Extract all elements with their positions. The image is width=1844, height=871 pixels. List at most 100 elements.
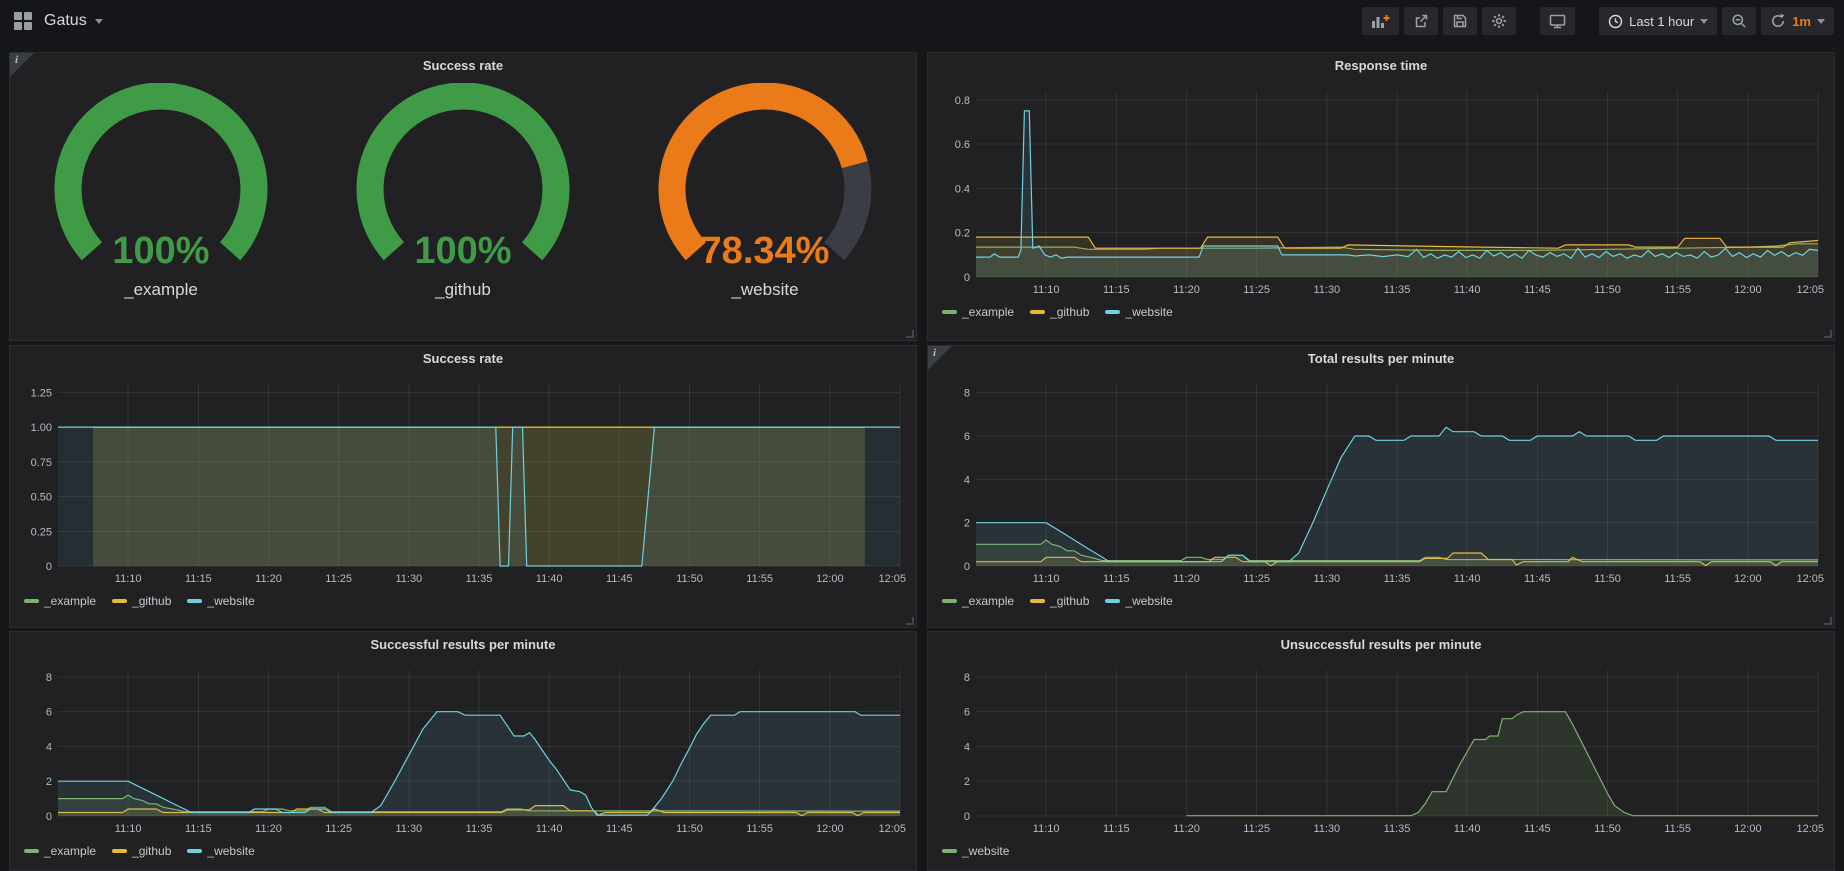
time-range-picker[interactable]: Last 1 hour — [1599, 7, 1717, 35]
legend-label: _example — [962, 594, 1014, 608]
chart-canvas[interactable]: 00.250.500.751.001.2511:1011:1511:2011:2… — [18, 372, 908, 590]
legend-item-_example[interactable]: _example — [24, 594, 96, 608]
panel-title[interactable]: Success rate — [10, 53, 916, 79]
panel-title[interactable]: Success rate — [10, 346, 916, 372]
save-icon — [1452, 13, 1468, 29]
resize-handle[interactable] — [1824, 617, 1832, 625]
gauge-label: _website — [619, 280, 911, 300]
x-tick-label: 11:20 — [1173, 573, 1200, 585]
x-tick-label: 11:30 — [395, 823, 422, 835]
legend-item-_website[interactable]: _website — [942, 844, 1009, 858]
x-tick-label: 11:45 — [1524, 284, 1551, 296]
legend-item-_example[interactable]: _example — [942, 305, 1014, 319]
legend-label: _website — [1125, 305, 1172, 319]
panel-title[interactable]: Total results per minute — [928, 346, 1834, 372]
legend-label: _example — [44, 844, 96, 858]
refresh-icon — [1770, 13, 1786, 29]
legend-label: _website — [1125, 594, 1172, 608]
gauge-value: 100% — [414, 230, 511, 272]
share-dashboard-button[interactable] — [1404, 7, 1438, 35]
gauge-row: 100%_example100%_github78.34%_website — [10, 79, 916, 300]
chevron-down-icon — [1817, 19, 1825, 24]
panel-title[interactable]: Response time — [928, 53, 1834, 79]
chart-area[interactable]: 00.20.40.60.811:1011:1511:2011:2511:3011… — [936, 79, 1826, 301]
refresh-picker[interactable]: 1m — [1761, 7, 1834, 35]
chart-area[interactable]: 0246811:1011:1511:2011:2511:3011:3511:40… — [936, 658, 1826, 840]
panel-info-icon[interactable]: i — [928, 346, 952, 370]
legend-label: _example — [962, 305, 1014, 319]
share-icon — [1413, 13, 1429, 29]
panel-title[interactable]: Successful results per minute — [10, 632, 916, 658]
gauge-canvas: 100% — [15, 83, 307, 275]
legend-item-_github[interactable]: _github — [112, 594, 171, 608]
chart-canvas[interactable]: 0246811:1011:1511:2011:2511:3011:3511:40… — [18, 658, 908, 840]
y-tick-label: 4 — [46, 741, 52, 753]
legend-dash — [1030, 599, 1045, 603]
legend-item-_github[interactable]: _github — [1030, 305, 1089, 319]
logo-square — [24, 12, 32, 20]
legend-item-_website[interactable]: _website — [1105, 594, 1172, 608]
x-tick-label: 11:55 — [1664, 284, 1691, 296]
x-tick-label: 11:20 — [1173, 823, 1200, 835]
clock-icon — [1608, 14, 1623, 29]
x-tick-label: 11:55 — [746, 573, 773, 585]
grafana-menu-icon[interactable] — [14, 12, 32, 30]
chart-canvas[interactable]: 0246811:1011:1511:2011:2511:3011:3511:40… — [936, 658, 1826, 840]
panel-success-rate-graph: Success rate 00.250.500.751.001.2511:101… — [9, 345, 917, 628]
resize-handle[interactable] — [906, 617, 914, 625]
legend-item-_website[interactable]: _website — [1105, 305, 1172, 319]
y-tick-label: 8 — [46, 672, 52, 684]
legend-dash — [24, 599, 39, 603]
add-panel-button[interactable] — [1362, 7, 1399, 35]
resize-handle[interactable] — [906, 330, 914, 338]
x-tick-label: 11:40 — [1454, 284, 1481, 296]
chart-legend: _example _github _website — [928, 301, 1834, 319]
monitor-icon — [1549, 13, 1566, 29]
gauge-label: _example — [15, 280, 307, 300]
x-tick-label: 11:30 — [1313, 284, 1340, 296]
x-tick-label: 12:05 — [1796, 823, 1824, 835]
x-tick-label: 11:25 — [1243, 823, 1270, 835]
legend-item-_example[interactable]: _example — [24, 844, 96, 858]
info-i-glyph: i — [933, 347, 936, 359]
zoom-out-button[interactable] — [1722, 7, 1756, 35]
chart-canvas[interactable]: 0246811:1011:1511:2011:2511:3011:3511:40… — [936, 372, 1826, 590]
legend-label: _website — [207, 594, 254, 608]
panel-info-icon[interactable]: i — [10, 53, 34, 77]
series-fill-_website — [58, 712, 900, 816]
chart-canvas[interactable]: 00.20.40.60.811:1011:1511:2011:2511:3011… — [936, 79, 1826, 301]
legend-item-_website[interactable]: _website — [187, 594, 254, 608]
resize-handle[interactable] — [1824, 330, 1832, 338]
panel-total-results: i Total results per minute 0246811:1011:… — [927, 345, 1835, 628]
chart-area[interactable]: 0246811:1011:1511:2011:2511:3011:3511:40… — [18, 658, 908, 840]
x-tick-label: 12:00 — [816, 823, 844, 835]
dashboard-settings-button[interactable] — [1482, 7, 1516, 35]
x-tick-label: 12:00 — [1734, 573, 1762, 585]
dashboard-title-dropdown[interactable]: Gatus — [44, 12, 103, 30]
legend-item-_github[interactable]: _github — [1030, 594, 1089, 608]
y-tick-label: 0.4 — [955, 183, 970, 195]
legend-item-_github[interactable]: _github — [112, 844, 171, 858]
save-dashboard-button[interactable] — [1443, 7, 1477, 35]
gauge-label: _github — [317, 280, 609, 300]
legend-dash — [187, 849, 202, 853]
gauge-value: 100% — [112, 230, 209, 272]
legend-label: _github — [1050, 594, 1089, 608]
legend-item-_website[interactable]: _website — [187, 844, 254, 858]
x-tick-label: 11:45 — [606, 823, 633, 835]
y-tick-label: 0.6 — [955, 139, 970, 151]
cycle-view-mode-button[interactable] — [1540, 7, 1575, 35]
refresh-interval-label: 1m — [1792, 14, 1811, 29]
chart-area[interactable]: 0246811:1011:1511:2011:2511:3011:3511:40… — [936, 372, 1826, 590]
gauge-value-arc — [370, 96, 556, 251]
x-tick-label: 11:20 — [255, 823, 282, 835]
legend-item-_example[interactable]: _example — [942, 594, 1014, 608]
x-tick-label: 11:25 — [1243, 284, 1270, 296]
gauge-canvas: 100% — [317, 83, 609, 275]
chart-area[interactable]: 00.250.500.751.001.2511:1011:1511:2011:2… — [18, 372, 908, 590]
logo-square — [14, 12, 22, 20]
x-tick-label: 11:15 — [1103, 573, 1130, 585]
panel-title[interactable]: Unsuccessful results per minute — [928, 632, 1834, 658]
legend-label: _example — [44, 594, 96, 608]
y-tick-label: 8 — [964, 672, 970, 684]
